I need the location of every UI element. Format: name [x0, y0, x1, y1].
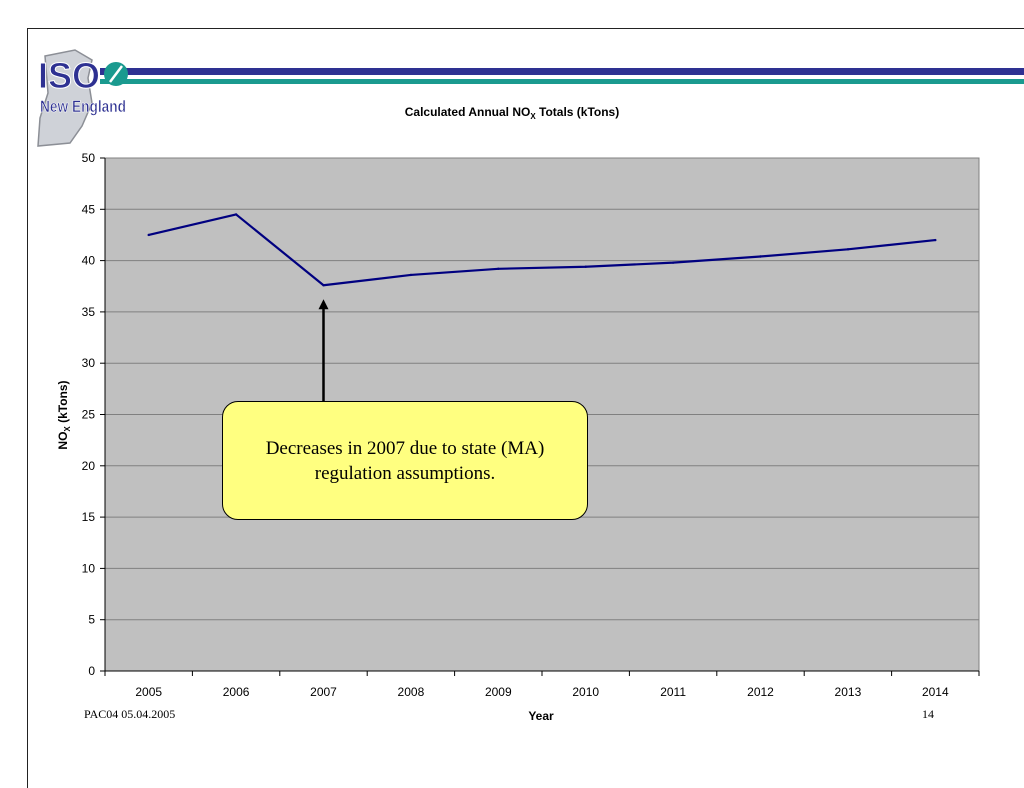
x-tick-label: 2008: [398, 685, 425, 699]
data-point: [584, 265, 587, 268]
y-tick-label: 40: [82, 254, 96, 268]
y-tick-label: 0: [88, 664, 95, 678]
chart-title: Calculated Annual NOX Totals (kTons): [405, 105, 619, 121]
header-stripe-blue: [100, 68, 1024, 75]
logo-text-top: ISO: [38, 55, 100, 96]
data-point: [671, 261, 675, 264]
y-tick-label: 25: [82, 408, 96, 422]
page-number: 14: [922, 707, 934, 721]
logo-text-bottom: New England: [40, 97, 126, 116]
data-point: [497, 267, 500, 271]
y-axis-label: NOX (kTons): [56, 380, 72, 449]
y-tick-label: 35: [82, 305, 96, 319]
data-point: [846, 248, 850, 251]
data-point: [234, 213, 238, 216]
data-point: [322, 284, 325, 287]
x-tick-label: 2010: [572, 685, 599, 699]
y-tick-label: 5: [88, 613, 95, 627]
slide-border: [27, 28, 1024, 788]
series-line: [148, 213, 936, 287]
y-tick-label: 30: [82, 356, 96, 370]
x-tick-label: 2006: [223, 685, 250, 699]
data-point: [759, 255, 762, 258]
data-point: [147, 233, 150, 237]
x-tick-label: 2012: [747, 685, 774, 699]
x-tick-label: 2009: [485, 685, 512, 699]
nox-chart: Calculated Annual NOX Totals (kTons) 0 5 1…: [56, 105, 980, 723]
data-point: [934, 238, 937, 242]
iso-new-england-logo: ISO New England: [30, 48, 130, 148]
header-stripe-teal: [100, 79, 1024, 84]
x-axis-label: Year: [528, 709, 554, 723]
footer-presentation-id: PAC04 05.04.2005: [84, 707, 176, 721]
x-tick-label: 2013: [835, 685, 862, 699]
x-tick-label: 2005: [135, 685, 162, 699]
y-tick-label: 10: [82, 561, 96, 575]
y-tick-label: 45: [82, 202, 96, 216]
data-point: [409, 273, 413, 277]
y-tick-label: 50: [82, 151, 96, 165]
annotation-callout: Decreases in 2007 due to state (MA) regu…: [222, 401, 588, 520]
x-tick-label: 2011: [660, 685, 686, 699]
y-tick-label: 15: [82, 510, 96, 524]
x-tick-label: 2014: [922, 685, 949, 699]
x-tick-label: 2007: [310, 685, 337, 699]
y-tick-label: 20: [82, 459, 96, 473]
annotation-arrow-head: [318, 299, 329, 310]
annotation-text: Decreases in 2007 due to state (MA) regu…: [265, 437, 545, 484]
